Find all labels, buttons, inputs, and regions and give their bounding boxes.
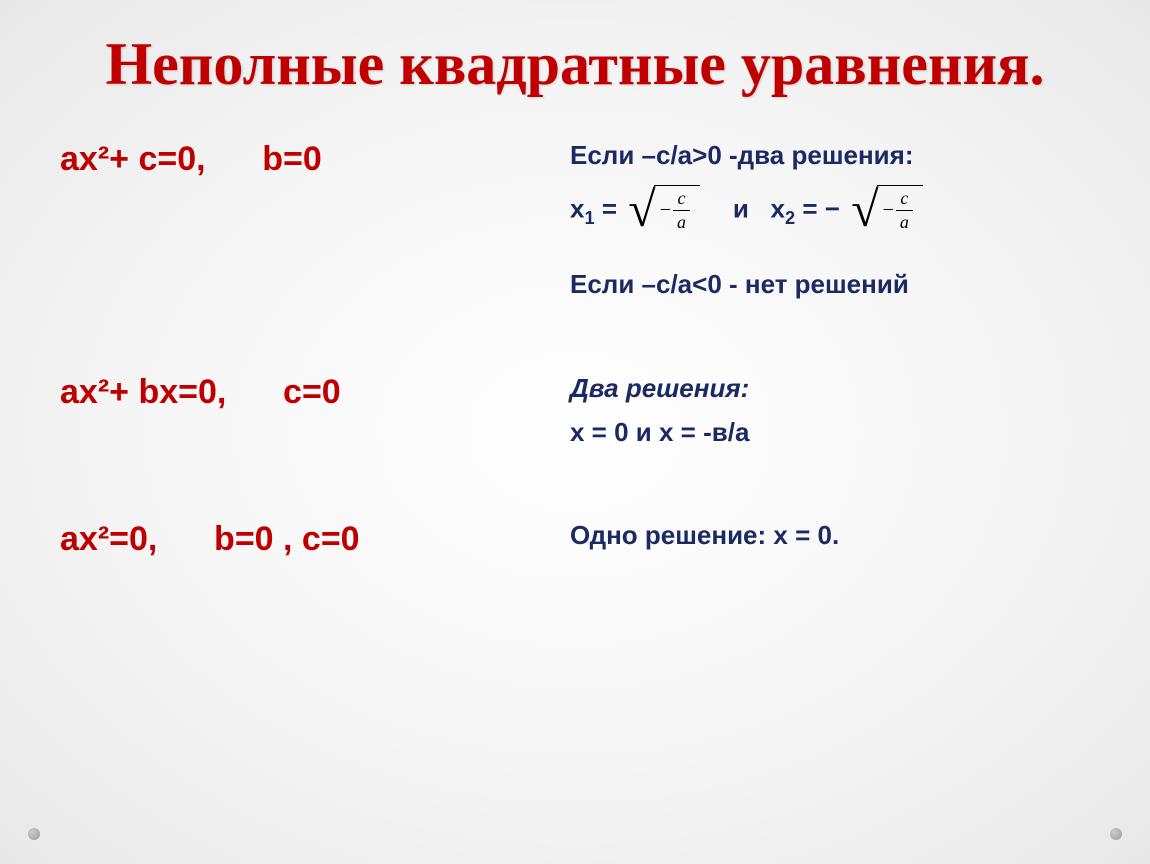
- case-2-equation: ах²+ bх=0, с=0: [60, 370, 570, 414]
- condition-text: b=0: [262, 140, 322, 178]
- sqrt-icon: √ − c a: [851, 185, 923, 237]
- condition-text: b=0 , c=0: [214, 520, 360, 558]
- condition-text: с=0: [283, 373, 341, 411]
- solution-line: Два решения:: [570, 370, 1090, 408]
- equation-text: ах²+ с=0,: [60, 140, 206, 178]
- case-block-1: ах²+ с=0, b=0 Если –с/а>0 -два решения: …: [60, 137, 1090, 304]
- radicand: − c a: [877, 185, 923, 237]
- radical-icon: √: [628, 189, 655, 229]
- sqrt-icon: √ − c a: [628, 185, 700, 237]
- solution-line: x = 0 и x = -в/а: [570, 414, 1090, 452]
- case-block-2: ах²+ bх=0, с=0 Два решения: x = 0 и x = …: [60, 370, 1090, 451]
- spacer: [570, 236, 1090, 266]
- nav-dot-icon: [1110, 828, 1122, 840]
- case-2-solution: Два решения: x = 0 и x = -в/а: [570, 370, 1090, 451]
- fraction: c a: [896, 189, 913, 234]
- spacer: [60, 469, 1090, 517]
- eq2: =: [795, 193, 825, 223]
- neg2: −: [825, 193, 840, 223]
- case-block-3: ах²=0, b=0 , c=0 Одно решение: x = 0.: [60, 517, 1090, 561]
- frac-den: a: [673, 211, 690, 233]
- eq1: =: [595, 193, 625, 223]
- equation-text: ах²+ bх=0,: [60, 373, 226, 411]
- solution-line: Если –с/а>0 -два решения:: [570, 137, 1090, 175]
- case-3-equation: ах²=0, b=0 , c=0: [60, 517, 570, 561]
- minus: −: [883, 199, 894, 221]
- case-3-solution: Одно решение: x = 0.: [570, 517, 1090, 555]
- frac-den: a: [896, 211, 913, 233]
- x2-label: x: [771, 193, 785, 223]
- radicand: − c a: [654, 185, 700, 237]
- solution-line-formula: x1 = √ − c a и x2 = − √ −: [570, 185, 1090, 237]
- frac-num: c: [673, 189, 690, 212]
- equation-text: ах²=0,: [60, 520, 157, 558]
- solution-line: Одно решение: x = 0.: [570, 517, 1090, 555]
- x1-label: x: [570, 193, 584, 223]
- frac-num: c: [896, 189, 913, 212]
- fraction: c a: [673, 189, 690, 234]
- x1-sub: 1: [584, 208, 594, 228]
- nav-dot-icon: [28, 828, 40, 840]
- solution-line: Если –с/а<0 - нет решений: [570, 266, 1090, 304]
- minus: −: [660, 199, 671, 221]
- case-1-equation: ах²+ с=0, b=0: [60, 137, 570, 181]
- case-1-solution: Если –с/а>0 -два решения: x1 = √ − c a и…: [570, 137, 1090, 304]
- slide: Неполные квадратные уравнения. ах²+ с=0,…: [0, 0, 1150, 864]
- spacer: [60, 322, 1090, 370]
- radical-icon: √: [851, 189, 878, 229]
- joiner: и: [733, 193, 749, 223]
- slide-title: Неполные квадратные уравнения.: [60, 30, 1090, 99]
- x2-sub: 2: [785, 208, 795, 228]
